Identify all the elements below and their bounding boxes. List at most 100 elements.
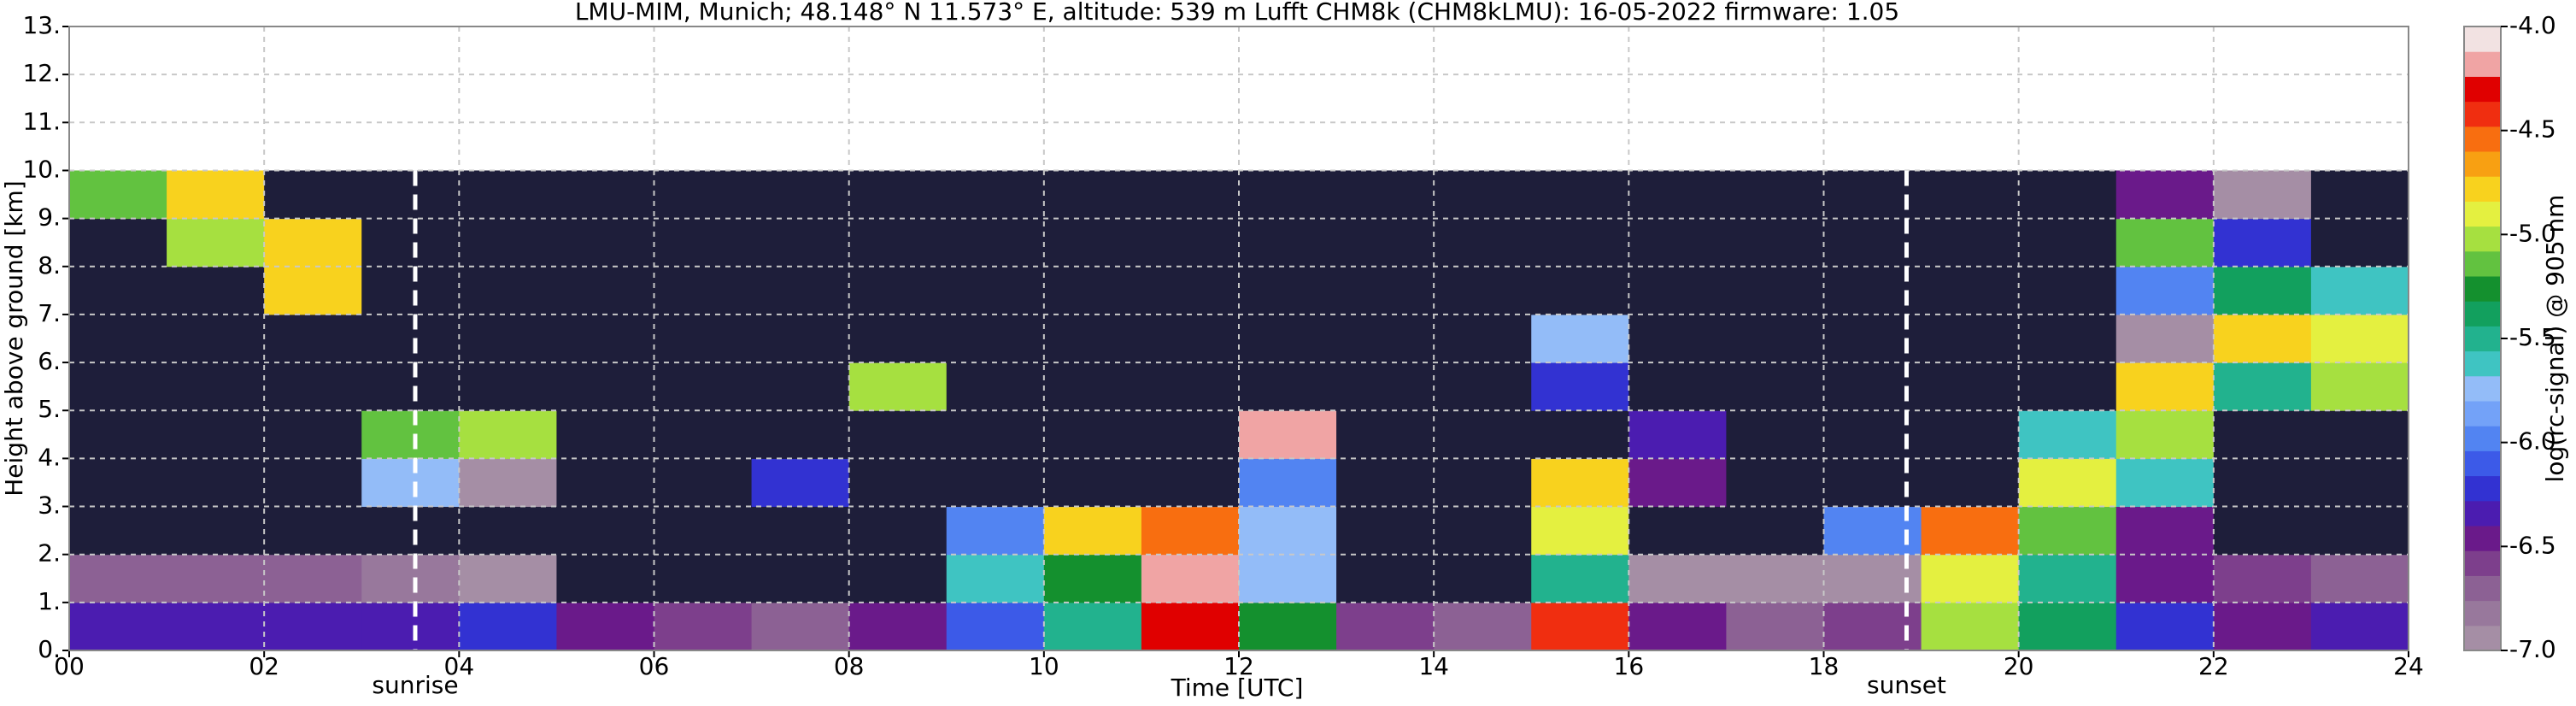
colorbar-band: [2464, 401, 2501, 427]
heatmap-cell: [1921, 554, 2020, 603]
heatmap-cell: [946, 314, 1045, 363]
heatmap-cell: [361, 266, 460, 315]
colorbar-band: [2464, 526, 2501, 551]
heatmap-cell: [2115, 266, 2215, 315]
heatmap-cell: [751, 458, 850, 508]
heatmap-cell: [361, 410, 460, 459]
heatmap-cell: [1726, 314, 1824, 363]
colorbar-tick-label: -4.5: [2509, 115, 2556, 144]
colorbar-band: [2464, 76, 2501, 103]
heatmap-cell: [1336, 602, 1435, 651]
heatmap-cell: [2310, 554, 2409, 603]
heatmap-cell: [2310, 218, 2409, 268]
heatmap-cell: [654, 362, 753, 411]
x-tick-label: 06: [639, 652, 670, 680]
colorbar-band: [2464, 151, 2501, 177]
heatmap-cell: [1921, 314, 2020, 363]
y-tick-label: 13.: [22, 11, 61, 39]
colorbar-tick-label: -4.0: [2509, 11, 2556, 39]
x-tick-label: 04: [444, 652, 475, 680]
heatmap-cell: [1921, 458, 2020, 508]
colorbar-band: [2464, 201, 2501, 227]
heatmap-cell: [1726, 458, 1824, 508]
colorbar-band: [2464, 350, 2501, 377]
heatmap-cell: [1141, 362, 1240, 411]
heatmap-cell: [654, 410, 753, 459]
colorbar-band: [2464, 450, 2501, 477]
heatmap-cell: [848, 506, 948, 556]
heatmap-cell: [556, 314, 654, 363]
heatmap-cell: [1531, 170, 1629, 220]
heatmap-cell: [1239, 170, 1337, 220]
heatmap-cell: [1434, 314, 1532, 363]
heatmap-cell: [2018, 554, 2117, 603]
heatmap-cell: [1628, 362, 1727, 411]
heatmap-cell: [361, 218, 460, 268]
heatmap-cell: [1141, 506, 1240, 556]
heatmap-cell: [1336, 314, 1435, 363]
y-tick-label: 2.: [38, 539, 61, 568]
heatmap-cell: [1336, 266, 1435, 315]
heatmap-cell: [1239, 554, 1337, 603]
heatmap-cell: [1043, 266, 1142, 315]
heatmap-cell: [2018, 410, 2117, 459]
heatmap-cell: [361, 458, 460, 508]
heatmap-cell: [1434, 170, 1532, 220]
colorbar-tick-label: -5.5: [2509, 323, 2556, 351]
heatmap-cell: [264, 266, 362, 315]
heatmap-cell: [1336, 506, 1435, 556]
heatmap-cell: [2018, 602, 2117, 651]
y-tick-label: 5.: [38, 395, 61, 423]
heatmap-cell: [2018, 266, 2117, 315]
heatmap-cell: [2018, 506, 2117, 556]
colorbar-band: [2464, 176, 2501, 202]
colorbar-band: [2464, 326, 2501, 352]
heatmap-cell: [459, 506, 557, 556]
heatmap-cell: [1921, 218, 2020, 268]
heatmap-cell: [361, 602, 460, 651]
colorbar-band: [2464, 375, 2501, 402]
y-tick-label: 8.: [38, 251, 61, 279]
heatmap-cell: [848, 602, 948, 651]
colorbar-tick-label: -7.0: [2509, 635, 2556, 663]
heatmap-cell: [361, 554, 460, 603]
heatmap-cell: [264, 506, 362, 556]
heatmap-cell: [1043, 170, 1142, 220]
heatmap-cell: [264, 458, 362, 508]
heatmap-cell: [2018, 362, 2117, 411]
heatmap-cell: [751, 314, 850, 363]
heatmap-cell: [1043, 218, 1142, 268]
heatmap-cell: [1531, 314, 1629, 363]
heatmap-cell: [1141, 602, 1240, 651]
colorbar-band: [2464, 126, 2501, 152]
heatmap-cell: [1239, 218, 1337, 268]
annotation-label: sunrise: [372, 671, 458, 699]
colorbar-band: [2464, 600, 2501, 627]
y-tick-label: 10.: [22, 155, 61, 183]
heatmap-cell: [556, 458, 654, 508]
heatmap-cell: [1434, 410, 1532, 459]
heatmap-cell: [167, 506, 265, 556]
heatmap-cell: [2310, 266, 2409, 315]
colorbar-band: [2464, 475, 2501, 502]
x-tick-label: 18: [1809, 652, 1840, 680]
heatmap-cell: [2213, 218, 2312, 268]
heatmap-cell: [1726, 170, 1824, 220]
heatmap-cell: [264, 410, 362, 459]
heatmap-cell: [2213, 266, 2312, 315]
heatmap-cell: [2213, 410, 2312, 459]
heatmap-cell: [361, 170, 460, 220]
heatmap-cell: [361, 362, 460, 411]
heatmap-cell: [2310, 506, 2409, 556]
heatmap-cell: [69, 410, 167, 459]
heatmap-cell: [1141, 554, 1240, 603]
heatmap-cell: [459, 218, 557, 268]
heatmap-cell: [848, 314, 948, 363]
x-tick-label: 16: [1614, 652, 1645, 680]
heatmap-cell: [1141, 266, 1240, 315]
heatmap-cell: [69, 170, 167, 220]
heatmap-cell: [2115, 218, 2215, 268]
heatmap-cell: [751, 506, 850, 556]
heatmap-cell: [556, 218, 654, 268]
